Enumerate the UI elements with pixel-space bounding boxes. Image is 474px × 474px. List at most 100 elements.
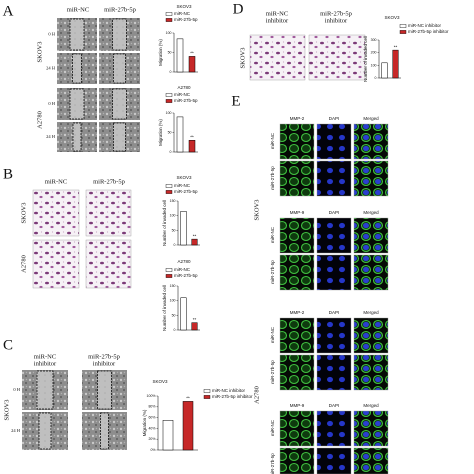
invasion-image [308, 34, 366, 81]
row-label: miR-27b-5p [270, 453, 275, 474]
y-tick-label: 100 [371, 63, 377, 67]
legend-swatch [203, 389, 211, 393]
y-tick-label: 0 [174, 328, 176, 332]
chart-title: A2780 [177, 85, 191, 90]
y-tick-label: 300 [371, 38, 377, 42]
fluorescence-image [279, 217, 315, 254]
time-label: 0 H [48, 101, 55, 106]
fluorescence-image [316, 447, 352, 474]
y-axis-label: Number of invaded cell [162, 285, 167, 331]
stain-label: Merged [363, 210, 379, 215]
significance-label: ** [190, 134, 194, 139]
y-tick-label: 100 [166, 111, 172, 115]
legend-label: miR-NC inhibitor [408, 23, 442, 28]
bar [191, 322, 198, 331]
column-label: miR-NC [45, 178, 67, 185]
legend-swatch [399, 30, 407, 34]
cell-line-label: SKOV3 [20, 203, 27, 224]
column-label: miR-27b-5p [104, 6, 136, 13]
y-tick-label: 0 [174, 243, 176, 247]
fluorescence-image [353, 354, 389, 391]
column-label: miR-NC [34, 353, 56, 360]
row-label: miR-27b-5p [270, 360, 275, 384]
y-axis-label: Number of invaded cell [363, 36, 368, 82]
stain-label: Merged [363, 310, 379, 315]
wound-gap [72, 53, 82, 84]
invasion-image [85, 189, 132, 237]
cell-line-label: SKOV3 [239, 48, 246, 69]
fluorescence-image [316, 160, 352, 197]
bar [188, 56, 196, 73]
fluorescence-image [316, 317, 352, 354]
marker-label: MMP-2 [290, 116, 305, 121]
time-label: 0 H [13, 387, 20, 392]
invasion-image [32, 189, 80, 237]
bar [162, 420, 174, 451]
wound-gap [113, 122, 126, 152]
wound-gap [113, 53, 126, 84]
bar [191, 238, 198, 246]
cell-line-label: SKOV3 [3, 400, 10, 421]
legend-label: miR-27b-5p [174, 17, 198, 22]
legend-label: miR-NC [174, 11, 191, 16]
wound-gap [97, 370, 112, 410]
cell-line-label: A2780 [253, 386, 260, 404]
column-label: miR-NC [67, 6, 89, 13]
y-tick-label: 50 [172, 228, 176, 232]
row-label: miR-27b-5p [270, 166, 275, 190]
y-tick-label: 150 [170, 199, 176, 203]
significance-label: ** [394, 44, 398, 49]
bar [188, 140, 196, 153]
fluorescence-image [279, 160, 315, 197]
time-label: 24 H [11, 428, 21, 433]
column-label: miR-27b-5p [320, 10, 352, 17]
cell-line-label: SKOV3 [36, 42, 43, 63]
legend-label: miR-NC [174, 183, 191, 188]
wound-gap [100, 412, 109, 450]
y-tick-label: 100 [170, 214, 176, 218]
row-label: miR-NC [270, 226, 275, 243]
fluorescence-image [316, 410, 352, 447]
bar [182, 401, 194, 451]
fluorescence-image [316, 354, 352, 391]
fluorescence-image [279, 410, 315, 447]
column-label: inhibitor [266, 17, 289, 24]
column-label: inhibitor [34, 360, 57, 367]
wound-gap [69, 18, 85, 51]
time-label: 0 H [48, 32, 55, 37]
fluorescence-image [353, 217, 389, 254]
wound-gap [112, 88, 127, 120]
y-axis-label: Number of invaded cell [162, 200, 167, 246]
stain-label: DAPI [329, 310, 340, 315]
bar [180, 297, 187, 331]
fluorescence-image [316, 217, 352, 254]
y-tick-label: 100 [170, 299, 176, 303]
cell-line-label: A2780 [20, 255, 27, 273]
column-label: inhibitor [93, 360, 116, 367]
wound-gap [38, 412, 52, 450]
legend-swatch [165, 184, 173, 188]
legend-swatch [165, 274, 173, 278]
panel-label: E [231, 93, 240, 109]
chart-title: SKOV3 [152, 379, 168, 384]
fluorescence-image [279, 123, 315, 160]
fluorescence-image [353, 123, 389, 160]
legend-label: miR-NC [174, 92, 191, 97]
legend-label: miR-27b-5p [174, 273, 198, 278]
fluorescence-image [279, 354, 315, 391]
column-label: miR-NC [266, 10, 288, 17]
significance-label: ** [193, 317, 197, 322]
stain-label: DAPI [329, 116, 340, 121]
legend-swatch [165, 190, 173, 194]
legend-label: miR-27b-5p inhibitor [408, 29, 449, 34]
y-tick-label: 150 [170, 284, 176, 288]
legend-label: miR-27b-5p [174, 189, 198, 194]
chart-title: A2780 [177, 259, 191, 264]
row-label: miR-NC [270, 132, 275, 149]
fluorescence-image [279, 317, 315, 354]
y-axis-label: Migration (%) [158, 39, 163, 66]
legend-swatch [165, 268, 173, 272]
fluorescence-image [353, 447, 389, 474]
